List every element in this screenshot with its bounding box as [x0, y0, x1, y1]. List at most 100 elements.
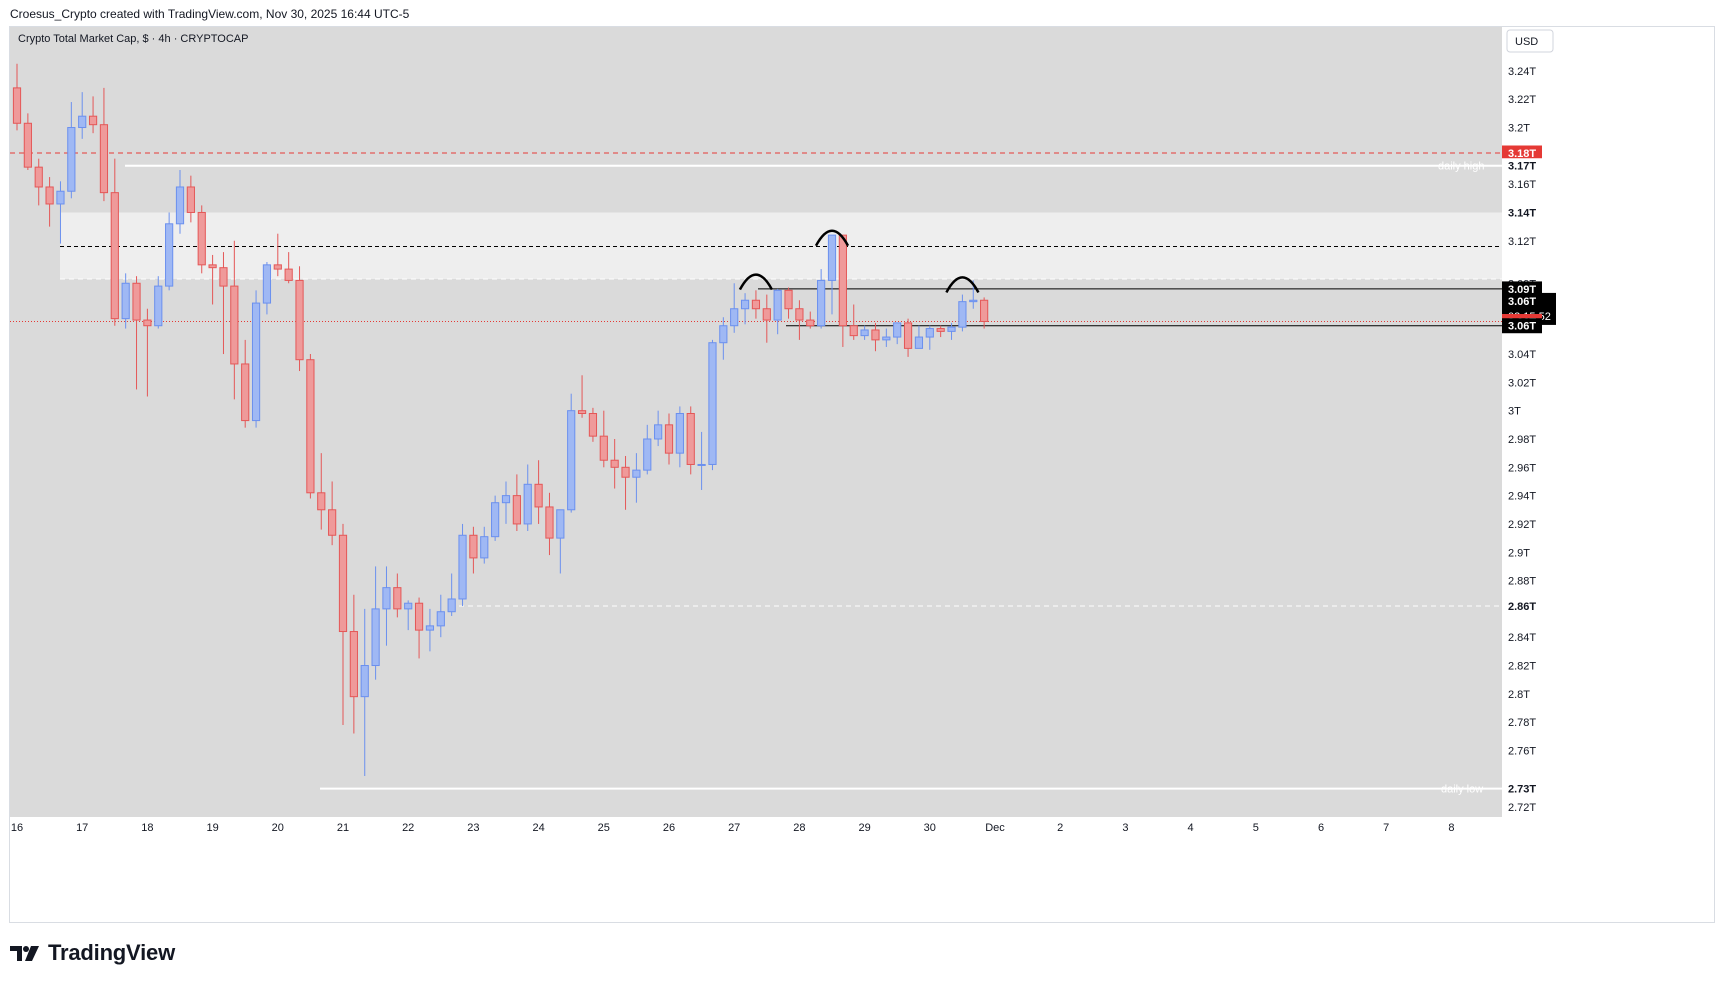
candle-body: [882, 336, 891, 341]
candle-body: [360, 665, 369, 698]
range-top-badge: [1502, 281, 1542, 297]
candle-body: [773, 289, 782, 321]
candle-body: [132, 282, 141, 321]
candle-body: [110, 192, 119, 320]
time-tick-label: 19: [206, 822, 218, 834]
candle-body: [577, 410, 587, 415]
candle-body: [67, 127, 76, 192]
candle-body: [23, 122, 32, 168]
candle-body: [512, 495, 521, 525]
time-tick-label: Dec: [985, 822, 1005, 834]
candle-body: [621, 466, 630, 478]
time-tick-label: 6: [1318, 822, 1324, 834]
time-tick-label: 29: [858, 822, 870, 834]
candle-body: [588, 413, 598, 437]
price-tick-label: 2.8T: [1508, 689, 1530, 701]
zone-top-badge-text: 3.14T: [1508, 207, 1536, 219]
price-tick-label: 2.96T: [1508, 462, 1536, 474]
tradingview-wordmark: TradingView: [48, 940, 175, 965]
daily-high-badge: [1502, 158, 1542, 174]
candle-body: [936, 328, 945, 332]
candle-body: [599, 435, 608, 461]
candle-body: [393, 587, 402, 610]
candle-body: [251, 302, 261, 422]
candle-body: [632, 469, 641, 478]
candle-body: [762, 308, 771, 321]
price-axis: [1502, 27, 1714, 817]
chart-attribution: Croesus_Crypto created with TradingView.…: [10, 7, 410, 21]
price-tick-label: 2.9T: [1508, 547, 1530, 559]
candle-body: [436, 611, 445, 627]
candle-body: [827, 234, 837, 281]
supply-zone: [60, 212, 1502, 280]
price-tick-label: 2.98T: [1508, 434, 1536, 446]
candle-body: [154, 285, 163, 327]
candle-body: [241, 363, 250, 422]
time-tick-label: 20: [272, 822, 284, 834]
candle-body: [806, 319, 815, 327]
time-tick-label: 18: [141, 822, 153, 834]
candle-body: [719, 325, 728, 344]
price-tick-label: 2.72T: [1508, 802, 1536, 814]
candle-body: [208, 264, 217, 269]
candle-body: [969, 299, 978, 303]
candlestick-chart[interactable]: daily high daily low 3.24T 3.22T 3.2T 3.16T 3…: [10, 27, 1714, 922]
candle-body: [914, 336, 924, 349]
zone-top-badge: [1502, 204, 1542, 220]
daily-high-badge-text: 3.17T: [1508, 161, 1536, 173]
candle-body: [78, 115, 87, 129]
price-tick-label: 3.02T: [1508, 377, 1536, 389]
daily-low-label: daily low: [1441, 784, 1483, 796]
currency-button[interactable]: [1506, 29, 1554, 53]
candle-body: [414, 602, 424, 631]
candle-body: [654, 424, 663, 440]
tradingview-logo-icon: [10, 946, 39, 961]
candle-body: [88, 115, 98, 126]
candle-body: [425, 625, 435, 631]
candle-body: [925, 328, 934, 338]
range-bottom-badge-text: 3.06T: [1508, 321, 1536, 333]
candle-body: [784, 289, 793, 310]
daily-low-badge-text: 2.73T: [1508, 784, 1536, 796]
time-tick-label: 22: [402, 822, 414, 834]
candle-body: [404, 602, 413, 610]
candle-body: [56, 190, 65, 205]
candle-body: [534, 483, 543, 508]
candle-body: [175, 186, 185, 225]
candle-body: [447, 598, 456, 613]
last-price-text: 3.06T: [1508, 296, 1536, 308]
white-level-badge-text: 2.86T: [1508, 601, 1536, 613]
candle-body: [610, 459, 619, 468]
candle-body: [295, 279, 304, 361]
candle-body: [871, 329, 880, 341]
time-tick-label: 2: [1057, 822, 1063, 834]
price-tick-label: 3.24T: [1508, 66, 1536, 78]
time-tick-label: 16: [11, 822, 23, 834]
time-tick-label: 8: [1448, 822, 1454, 834]
candle-body: [697, 463, 706, 466]
candle-body: [947, 326, 956, 332]
candle-body: [328, 509, 337, 536]
candle-body: [545, 506, 554, 539]
candle-body: [382, 587, 391, 610]
candle-body: [795, 308, 804, 321]
time-tick-label: 25: [598, 822, 610, 834]
candle-body: [317, 492, 326, 511]
tradingview-branding[interactable]: TradingView: [10, 940, 175, 966]
candle-body: [740, 299, 750, 310]
price-tick-label: 2.88T: [1508, 576, 1536, 588]
price-tick-label: 2.94T: [1508, 491, 1536, 503]
candle-body: [12, 87, 22, 124]
price-tick-label: 2.84T: [1508, 632, 1536, 644]
red-level-badge: [1502, 145, 1542, 161]
candle-body: [860, 329, 869, 337]
left-shoulder-arc: [738, 273, 774, 291]
candle-body: [45, 186, 54, 205]
currency-label: USD: [1515, 36, 1538, 48]
time-tick-label: 28: [793, 822, 805, 834]
daily-high-label: daily high: [1438, 161, 1484, 173]
candle-body: [34, 166, 43, 188]
candle-body: [523, 483, 532, 525]
chart-frame: daily high daily low 3.24T 3.22T 3.2T 3.16T 3…: [9, 26, 1715, 923]
price-tick-label: 2.82T: [1508, 661, 1536, 673]
